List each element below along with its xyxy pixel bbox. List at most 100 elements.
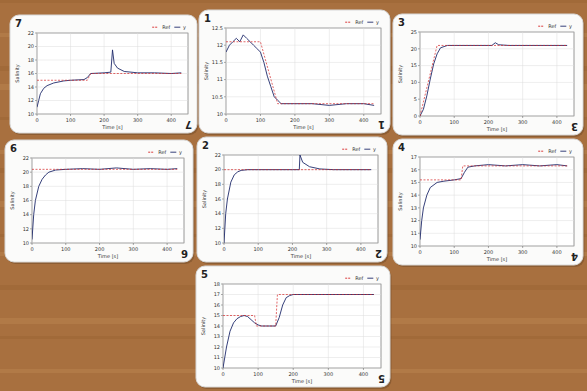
legend-label: Ref <box>352 146 360 152</box>
tick-label: 14 <box>411 192 417 198</box>
tick-label: 0 <box>418 249 421 255</box>
tick-label: 22 <box>23 155 29 161</box>
tick <box>454 116 455 118</box>
tick <box>418 99 420 100</box>
legend-label: Ref <box>548 23 556 29</box>
tick-label: 11 <box>214 354 220 360</box>
card: 1011121314151617180100200300400Time [s]S… <box>196 266 392 389</box>
tick <box>104 114 105 116</box>
grid-line <box>224 155 378 156</box>
tick <box>294 114 295 116</box>
tick <box>454 246 455 248</box>
card: 1010.51111.51212.50100200300400Time [s]S… <box>199 10 392 135</box>
tick-label: 16 <box>28 70 34 76</box>
tick-label: 100 <box>449 249 459 255</box>
tick <box>30 228 32 229</box>
tick-label: 200 <box>484 249 494 255</box>
tick-label: 18 <box>28 57 34 63</box>
tick-label: 200 <box>288 246 298 252</box>
legend-swatch <box>560 151 566 152</box>
series-line <box>32 168 177 240</box>
tick <box>222 184 224 185</box>
tick-label: 10 <box>214 365 220 371</box>
tick <box>30 200 32 201</box>
tick-label: 14 <box>215 210 221 216</box>
tick-label: 300 <box>133 117 143 123</box>
tick-label: 100 <box>449 119 459 125</box>
legend-label: y <box>376 19 379 26</box>
tick <box>224 28 226 29</box>
plot-area <box>37 33 188 114</box>
grid-line <box>488 32 489 116</box>
grid-line <box>326 155 327 243</box>
x-label: Time [s] <box>486 126 507 132</box>
tick-label: 15 <box>411 62 417 68</box>
series-line <box>32 169 177 170</box>
tick <box>418 233 420 234</box>
tick-label: 400 <box>552 249 562 255</box>
series-line <box>223 295 374 369</box>
grid-line <box>32 186 184 187</box>
tick <box>329 114 330 116</box>
tick-label: 14 <box>28 84 34 90</box>
grid-line <box>37 87 188 88</box>
grid-line <box>420 116 574 117</box>
grid-line <box>293 284 294 368</box>
grid-line <box>70 33 71 114</box>
tick <box>418 116 420 117</box>
tick-label: 10 <box>28 111 34 117</box>
tick-label: 400 <box>356 246 366 252</box>
grid-line <box>294 28 295 114</box>
tick-label: 0 <box>221 371 224 377</box>
tick <box>221 284 223 285</box>
x-label: Time [s] <box>290 253 311 259</box>
tick-label: 5 <box>414 96 417 102</box>
tick-label: 10 <box>411 79 417 85</box>
tick-label: 16 <box>23 197 29 203</box>
tick-label: 300 <box>518 249 528 255</box>
grid-line <box>420 32 421 116</box>
tick <box>418 32 420 33</box>
tick <box>522 246 523 248</box>
series-line <box>226 42 374 104</box>
tick <box>222 199 224 200</box>
grid-line <box>420 157 574 158</box>
tick <box>363 114 364 116</box>
legend-label: y <box>373 146 376 153</box>
tick-label: 15 <box>411 179 417 185</box>
grid-line <box>65 158 66 243</box>
legend-label: y <box>183 24 186 31</box>
legend-swatch <box>152 27 158 28</box>
y-label: Salinity <box>397 192 404 211</box>
grid-line <box>32 158 184 159</box>
grid-line <box>556 157 557 246</box>
tick <box>221 305 223 306</box>
card-number: 3 <box>571 121 578 132</box>
tick-label: 22 <box>28 30 34 36</box>
tick <box>418 207 420 208</box>
tick <box>30 158 32 159</box>
card-face <box>393 139 583 265</box>
tick-label: 12 <box>215 225 221 231</box>
tick <box>221 336 223 337</box>
card-number: 6 <box>10 143 17 154</box>
tick <box>30 186 32 187</box>
tick <box>221 294 223 295</box>
legend-swatch <box>367 278 373 279</box>
tick-label: 100 <box>253 246 263 252</box>
grid-line <box>488 157 489 246</box>
grid-line <box>133 158 134 243</box>
legend-swatch <box>367 22 373 23</box>
tick <box>221 347 223 348</box>
series-line <box>37 50 181 107</box>
tick-label: 0 <box>418 119 421 125</box>
card: 101214161820220100200300400Time [s]Salin… <box>5 140 195 264</box>
tick <box>556 246 557 248</box>
grid-line <box>258 155 259 243</box>
tick-label: 25 <box>411 29 417 35</box>
tick-label: 0 <box>222 246 225 252</box>
card: 10111213141516170100200300400Time [s]Sal… <box>393 139 585 267</box>
series-line <box>37 74 181 81</box>
tick <box>418 65 420 66</box>
y-label: Salinity <box>203 62 210 81</box>
